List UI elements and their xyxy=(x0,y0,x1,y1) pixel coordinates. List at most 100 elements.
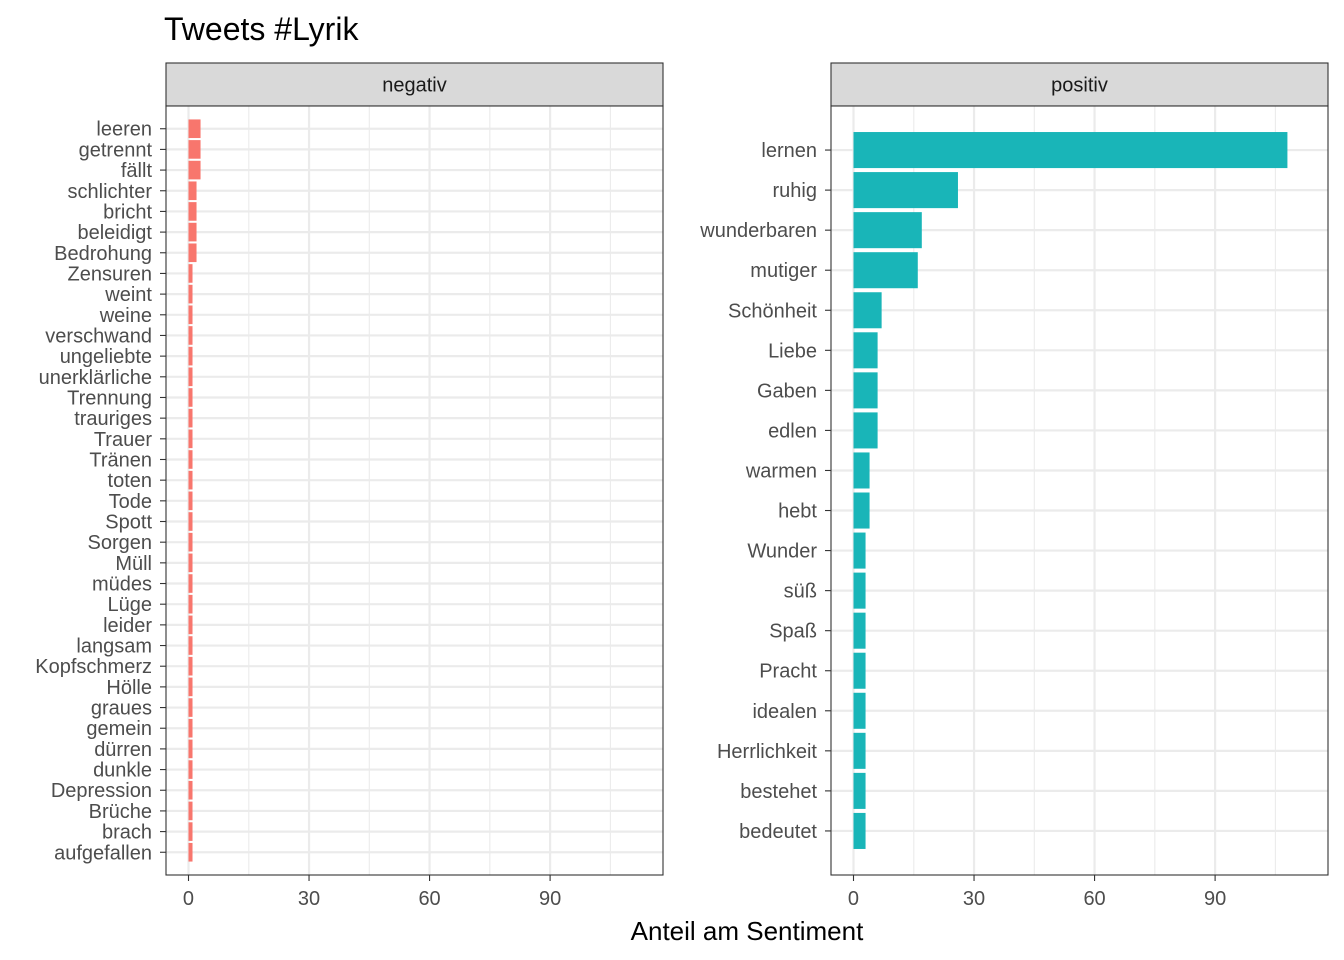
y-tick-label-sorgen: Sorgen xyxy=(88,532,153,554)
panel-border xyxy=(830,105,1329,876)
bar-gaben xyxy=(853,372,878,409)
y-tick-label-trauriges: trauriges xyxy=(74,408,152,430)
y-tick-label-hebt: hebt xyxy=(778,501,817,523)
x-tick-label: 60 xyxy=(418,888,440,910)
y-tick-label-liebe: Liebe xyxy=(768,340,817,362)
bar-weine xyxy=(188,305,193,325)
y-tick-label-aufgefallen: aufgefallen xyxy=(54,842,152,864)
bar-bricht xyxy=(188,202,197,221)
y-tick-label-warmen: warmen xyxy=(745,460,817,482)
y-tick-label-depression: Depression xyxy=(51,780,152,802)
y-tick-label-zensuren: Zensuren xyxy=(68,263,153,285)
bar-lernen xyxy=(853,132,1288,169)
y-tick-label-dunkle: dunkle xyxy=(93,760,152,782)
facet-panels: negativ leerengetrenntfälltschlichterbric… xyxy=(35,62,1329,910)
y-tick-label-lüge: Lüge xyxy=(108,594,153,616)
x-tick-label: 90 xyxy=(539,888,561,910)
y-tick-label-brach: brach xyxy=(102,822,152,844)
x-tick-label: 0 xyxy=(183,888,194,910)
bar-trennung xyxy=(188,388,193,407)
bar-hebt xyxy=(853,492,870,529)
bar-wunder xyxy=(853,532,866,569)
y-tick-label-trennung: Trennung xyxy=(67,387,152,409)
y-tick-label-wunder: Wunder xyxy=(747,541,817,563)
bar-graues xyxy=(188,698,193,717)
bar-gemein xyxy=(188,718,193,738)
bar-herrlichkeit xyxy=(853,732,866,769)
y-tick-label-wunderbaren: wunderbaren xyxy=(699,220,817,242)
bar-schlichter xyxy=(188,181,197,201)
plot-background xyxy=(166,106,663,875)
y-tick-label-brüche: Brüche xyxy=(89,801,152,823)
bar-bedeutet xyxy=(853,812,866,849)
bar-dürren xyxy=(188,739,193,759)
bar-müdes xyxy=(188,574,193,593)
facet-strip xyxy=(165,62,664,107)
bar-fällt xyxy=(188,160,201,180)
y-tick-label-gemein: gemein xyxy=(86,718,152,740)
facet-strip-label: negativ xyxy=(382,75,447,97)
bar-ruhig xyxy=(853,172,958,209)
bar-tode xyxy=(188,491,193,511)
y-tick-label-müll: Müll xyxy=(115,553,152,575)
panel-border xyxy=(165,105,664,876)
bar-verschwand xyxy=(188,326,193,345)
y-tick-label-spott: Spott xyxy=(105,512,152,534)
y-tick-label-weint: weint xyxy=(104,284,152,306)
x-tick-label: 30 xyxy=(298,888,320,910)
y-tick-label-kopfschmerz: Kopfschmerz xyxy=(35,656,152,678)
y-tick-label-bedrohung: Bedrohung xyxy=(54,243,152,265)
y-tick-label-getrennt: getrennt xyxy=(79,139,153,161)
y-tick-label-fällt: fällt xyxy=(121,160,153,182)
bar-zensuren xyxy=(188,264,193,283)
bar-getrennt xyxy=(188,140,201,159)
chart-title: Tweets #Lyrik xyxy=(164,11,359,47)
bar-wunderbaren xyxy=(853,212,922,249)
y-tick-label-bedeutet: bedeutet xyxy=(739,821,817,843)
bar-hölle xyxy=(188,677,193,697)
y-tick-label-pracht: Pracht xyxy=(759,661,817,683)
x-tick-label: 30 xyxy=(963,888,985,910)
y-tick-label-toten: toten xyxy=(108,470,152,492)
bar-bestehet xyxy=(853,772,866,809)
y-tick-label-leider: leider xyxy=(103,615,152,637)
facet-strip xyxy=(830,62,1329,107)
y-tick-label-leeren: leeren xyxy=(96,119,152,141)
bar-langsam xyxy=(188,636,193,655)
y-tick-label-weine: weine xyxy=(99,305,152,327)
bar-trauer xyxy=(188,429,193,449)
y-tick-label-lernen: lernen xyxy=(761,140,817,162)
y-tick-label-ruhig: ruhig xyxy=(773,180,817,202)
bar-weint xyxy=(188,284,193,304)
bar-edlen xyxy=(853,412,878,449)
bar-leider xyxy=(188,615,193,635)
y-tick-label-trauer: Trauer xyxy=(94,429,153,451)
y-tick-label-edlen: edlen xyxy=(768,420,817,442)
bar-sorgen xyxy=(188,532,193,552)
y-tick-label-langsam: langsam xyxy=(76,636,152,658)
bar-depression xyxy=(188,780,193,800)
y-tick-label-ungeliebte: ungeliebte xyxy=(60,346,152,368)
y-tick-label-müdes: müdes xyxy=(92,574,152,596)
panel-positiv: positiv lernen ruhig wunderbaren mutiger Schö… xyxy=(699,62,1329,910)
y-tick-label-unerklärliche: unerklärliche xyxy=(39,367,152,389)
y-tick-label-spaß: Spaß xyxy=(769,621,817,643)
bar-süß xyxy=(853,572,866,609)
bar-spaß xyxy=(853,612,866,649)
y-tick-label-schlichter: schlichter xyxy=(68,181,153,203)
bar-dunkle xyxy=(188,760,193,779)
bar-pracht xyxy=(853,652,866,689)
bar-brach xyxy=(188,822,193,841)
y-tick-label-hölle: Hölle xyxy=(106,677,152,699)
y-tick-label-tode: Tode xyxy=(109,491,152,513)
bar-spott xyxy=(188,512,193,531)
y-tick-label-beleidigt: beleidigt xyxy=(77,222,152,244)
bar-schönheit xyxy=(853,292,882,329)
bar-müll xyxy=(188,553,193,573)
bar-idealen xyxy=(853,692,866,729)
bar-ungeliebte xyxy=(188,346,193,366)
y-tick-label-herrlichkeit: Herrlichkeit xyxy=(717,741,817,763)
bar-bedrohung xyxy=(188,243,197,263)
bar-aufgefallen xyxy=(188,842,193,862)
